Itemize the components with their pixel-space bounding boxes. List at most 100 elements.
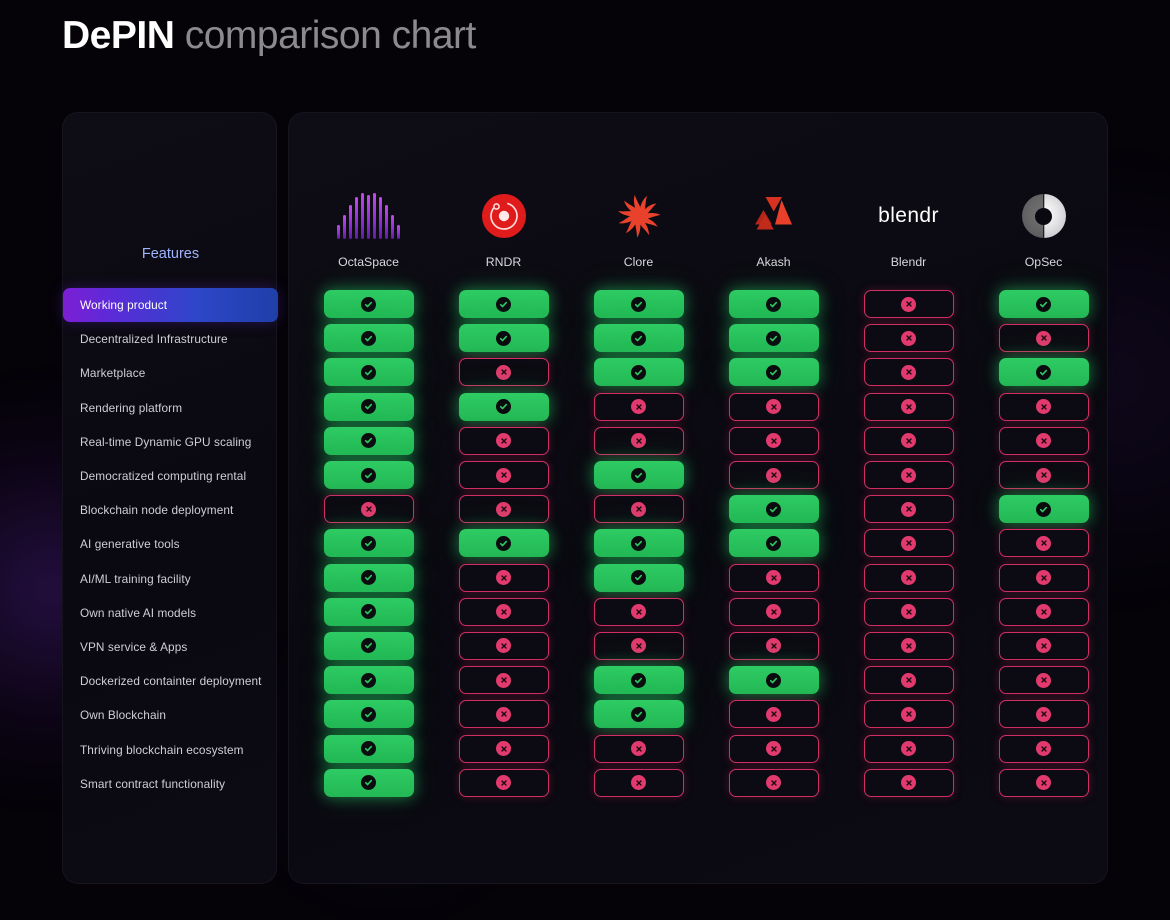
matrix-cell[interactable] bbox=[706, 458, 841, 492]
matrix-cell[interactable] bbox=[436, 561, 571, 595]
matrix-cell[interactable] bbox=[706, 663, 841, 697]
matrix-cell[interactable] bbox=[706, 697, 841, 731]
matrix-cell[interactable] bbox=[301, 697, 436, 731]
feature-row[interactable]: Smart contract functionality bbox=[63, 767, 278, 801]
feature-row[interactable]: AI/ML training facility bbox=[63, 562, 278, 596]
matrix-cell[interactable] bbox=[571, 663, 706, 697]
matrix-cell[interactable] bbox=[841, 492, 976, 526]
matrix-cell[interactable] bbox=[841, 629, 976, 663]
matrix-cell[interactable] bbox=[976, 561, 1111, 595]
feature-row[interactable]: Marketplace bbox=[63, 356, 278, 390]
matrix-cell[interactable] bbox=[301, 766, 436, 800]
matrix-cell[interactable] bbox=[976, 355, 1111, 389]
matrix-cell[interactable] bbox=[841, 766, 976, 800]
matrix-cell[interactable] bbox=[436, 355, 571, 389]
matrix-cell[interactable] bbox=[841, 287, 976, 321]
matrix-cell[interactable] bbox=[301, 663, 436, 697]
matrix-cell[interactable] bbox=[301, 458, 436, 492]
matrix-cell[interactable] bbox=[436, 697, 571, 731]
matrix-cell[interactable] bbox=[571, 458, 706, 492]
matrix-cell[interactable] bbox=[841, 731, 976, 765]
matrix-cell[interactable] bbox=[301, 526, 436, 560]
matrix-cell[interactable] bbox=[436, 492, 571, 526]
matrix-cell[interactable] bbox=[976, 663, 1111, 697]
matrix-cell[interactable] bbox=[301, 629, 436, 663]
matrix-cell[interactable] bbox=[571, 321, 706, 355]
matrix-cell[interactable] bbox=[301, 424, 436, 458]
column-header[interactable]: OctaSpace bbox=[301, 185, 436, 269]
matrix-cell[interactable] bbox=[301, 492, 436, 526]
matrix-cell[interactable] bbox=[976, 321, 1111, 355]
matrix-cell[interactable] bbox=[301, 731, 436, 765]
matrix-cell[interactable] bbox=[706, 390, 841, 424]
matrix-cell[interactable] bbox=[976, 287, 1111, 321]
matrix-cell[interactable] bbox=[976, 492, 1111, 526]
feature-row[interactable]: Real-time Dynamic GPU scaling bbox=[63, 425, 278, 459]
column-header[interactable]: Akash bbox=[706, 185, 841, 269]
matrix-cell[interactable] bbox=[301, 321, 436, 355]
feature-row[interactable]: AI generative tools bbox=[63, 527, 278, 561]
matrix-cell[interactable] bbox=[571, 526, 706, 560]
matrix-cell[interactable] bbox=[706, 492, 841, 526]
matrix-cell[interactable] bbox=[976, 595, 1111, 629]
matrix-cell[interactable] bbox=[301, 390, 436, 424]
feature-row[interactable]: Dockerized containter deployment bbox=[63, 664, 278, 698]
column-header[interactable]: RNDR bbox=[436, 185, 571, 269]
matrix-cell[interactable] bbox=[301, 595, 436, 629]
matrix-cell[interactable] bbox=[841, 697, 976, 731]
matrix-cell[interactable] bbox=[706, 321, 841, 355]
feature-row[interactable]: Working product bbox=[63, 288, 278, 323]
matrix-cell[interactable] bbox=[706, 731, 841, 765]
matrix-cell[interactable] bbox=[571, 287, 706, 321]
matrix-cell[interactable] bbox=[976, 697, 1111, 731]
matrix-cell[interactable] bbox=[571, 424, 706, 458]
matrix-cell[interactable] bbox=[841, 663, 976, 697]
matrix-cell[interactable] bbox=[841, 561, 976, 595]
matrix-cell[interactable] bbox=[571, 766, 706, 800]
matrix-cell[interactable] bbox=[841, 526, 976, 560]
matrix-cell[interactable] bbox=[706, 424, 841, 458]
matrix-cell[interactable] bbox=[436, 629, 571, 663]
matrix-cell[interactable] bbox=[436, 766, 571, 800]
matrix-cell[interactable] bbox=[571, 492, 706, 526]
matrix-cell[interactable] bbox=[436, 731, 571, 765]
matrix-cell[interactable] bbox=[706, 595, 841, 629]
matrix-cell[interactable] bbox=[571, 697, 706, 731]
matrix-cell[interactable] bbox=[436, 526, 571, 560]
matrix-cell[interactable] bbox=[436, 390, 571, 424]
matrix-cell[interactable] bbox=[301, 287, 436, 321]
feature-row[interactable]: VPN service & Apps bbox=[63, 630, 278, 664]
feature-row[interactable]: Rendering platform bbox=[63, 391, 278, 425]
matrix-cell[interactable] bbox=[841, 321, 976, 355]
feature-row[interactable]: Thriving blockchain ecosystem bbox=[63, 732, 278, 766]
matrix-cell[interactable] bbox=[571, 390, 706, 424]
matrix-cell[interactable] bbox=[301, 561, 436, 595]
column-header[interactable]: Clore bbox=[571, 185, 706, 269]
matrix-cell[interactable] bbox=[976, 458, 1111, 492]
matrix-cell[interactable] bbox=[571, 629, 706, 663]
matrix-cell[interactable] bbox=[841, 424, 976, 458]
matrix-cell[interactable] bbox=[301, 355, 436, 389]
matrix-cell[interactable] bbox=[706, 287, 841, 321]
matrix-cell[interactable] bbox=[436, 595, 571, 629]
feature-row[interactable]: Own Blockchain bbox=[63, 698, 278, 732]
matrix-cell[interactable] bbox=[841, 390, 976, 424]
matrix-cell[interactable] bbox=[976, 526, 1111, 560]
matrix-cell[interactable] bbox=[841, 458, 976, 492]
feature-row[interactable]: Democratized computing rental bbox=[63, 459, 278, 493]
feature-row[interactable]: Own native AI models bbox=[63, 596, 278, 630]
matrix-cell[interactable] bbox=[436, 663, 571, 697]
matrix-cell[interactable] bbox=[706, 629, 841, 663]
column-header[interactable]: blendr Blendr bbox=[841, 185, 976, 269]
feature-row[interactable]: Blockchain node deployment bbox=[63, 493, 278, 527]
matrix-cell[interactable] bbox=[436, 321, 571, 355]
matrix-cell[interactable] bbox=[436, 458, 571, 492]
matrix-cell[interactable] bbox=[571, 731, 706, 765]
matrix-cell[interactable] bbox=[976, 424, 1111, 458]
matrix-cell[interactable] bbox=[706, 766, 841, 800]
matrix-cell[interactable] bbox=[571, 355, 706, 389]
matrix-cell[interactable] bbox=[571, 561, 706, 595]
matrix-cell[interactable] bbox=[841, 595, 976, 629]
matrix-cell[interactable] bbox=[706, 561, 841, 595]
matrix-cell[interactable] bbox=[976, 390, 1111, 424]
